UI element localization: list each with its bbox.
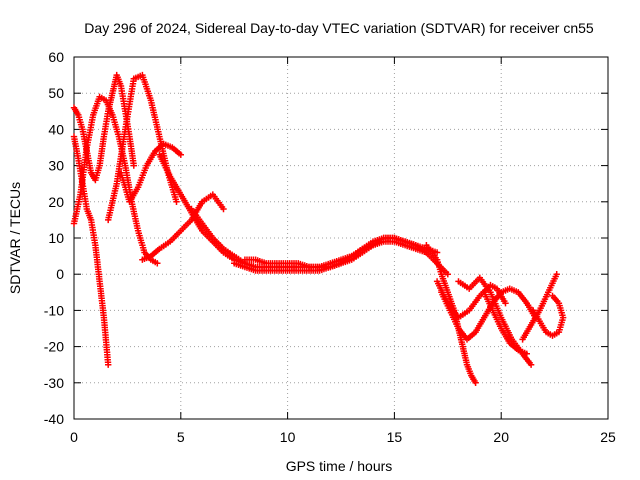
y-tick-label: 20 — [48, 194, 64, 210]
x-tick-label: 0 — [70, 429, 78, 445]
y-tick-label: -10 — [44, 302, 64, 318]
data-point — [502, 300, 509, 307]
data-series-track-k — [423, 242, 479, 386]
data-series-track-p — [519, 271, 560, 343]
data-point — [523, 350, 530, 357]
y-tick-label: 60 — [48, 49, 64, 65]
data-points — [70, 71, 567, 386]
data-point — [433, 249, 441, 256]
y-tick-label: -30 — [44, 375, 64, 391]
grid — [74, 57, 608, 419]
x-tick-label: 25 — [600, 429, 616, 445]
y-tick-label: 40 — [48, 121, 64, 137]
data-series-track-j — [241, 234, 451, 278]
x-tick-label: 10 — [280, 429, 296, 445]
y-tick-label: 50 — [48, 85, 64, 101]
axis-ticks: 0 5 10 15 20 25 -40 -30 -20 -10 0 10 20 30 40 50 60 — [44, 49, 616, 445]
data-point — [105, 361, 112, 368]
data-point — [220, 205, 227, 213]
data-series-track-o — [480, 289, 530, 357]
data-series-track-l — [438, 285, 539, 343]
data-point — [549, 292, 556, 300]
y-tick-label: -20 — [44, 339, 64, 355]
data-point — [472, 379, 479, 386]
data-series-track-c — [70, 71, 137, 184]
data-series-track-m — [433, 278, 509, 321]
data-series-track-b — [70, 133, 112, 368]
x-tick-label: 5 — [177, 429, 185, 445]
data-series-track-a — [70, 93, 161, 267]
x-axis-title: GPS time / hours — [286, 458, 393, 474]
y-tick-label: 10 — [48, 230, 64, 246]
y-axis-title: SDTVAR / TECUs — [7, 182, 23, 294]
chart-title: Day 296 of 2024, Sidereal Day-to-day VTE… — [84, 20, 594, 36]
data-series-track-q — [530, 292, 567, 339]
x-tick-label: 15 — [387, 429, 403, 445]
x-tick-label: 20 — [493, 429, 509, 445]
data-point — [173, 198, 180, 205]
y-tick-label: 30 — [48, 158, 64, 174]
data-series-track-e — [117, 140, 184, 205]
data-point — [177, 151, 184, 158]
data-point — [444, 271, 451, 278]
y-tick-label: 0 — [56, 266, 64, 282]
data-point — [553, 271, 560, 278]
data-point — [527, 361, 535, 368]
y-tick-label: -40 — [44, 411, 64, 427]
data-point — [154, 260, 161, 267]
data-point — [130, 162, 137, 169]
data-series-track-g — [139, 191, 227, 263]
